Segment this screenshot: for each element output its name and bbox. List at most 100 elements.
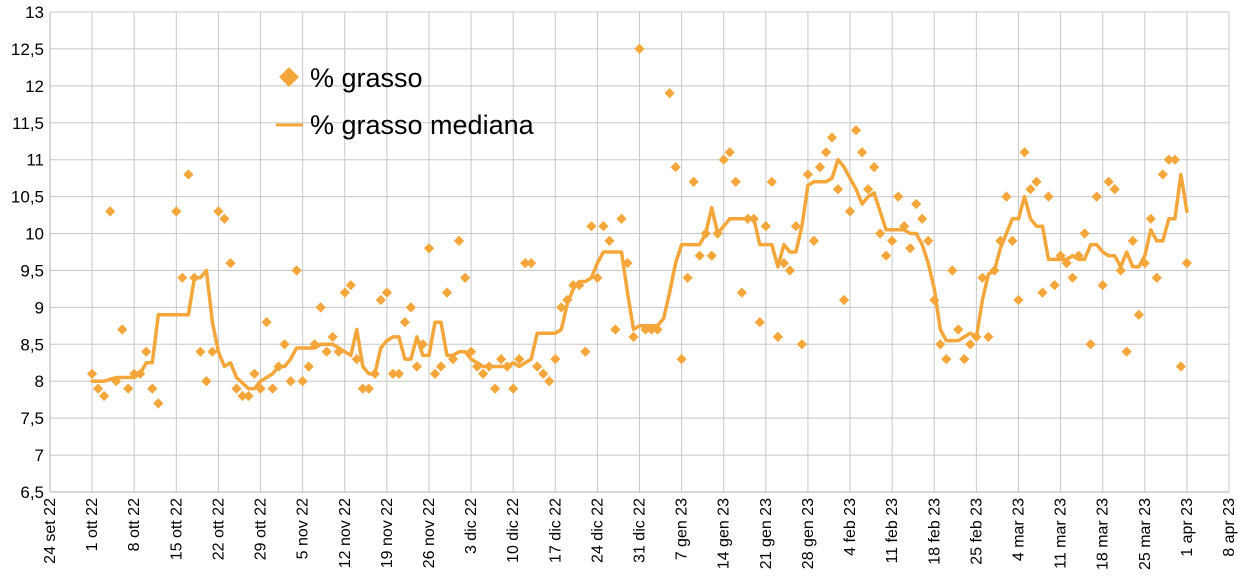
data-point bbox=[544, 376, 555, 387]
data-point bbox=[748, 213, 759, 224]
y-tick-label: 10,5 bbox=[11, 188, 44, 207]
data-point bbox=[1025, 184, 1036, 195]
data-point bbox=[730, 176, 741, 187]
data-point bbox=[1115, 265, 1126, 276]
data-point bbox=[941, 354, 952, 365]
data-point bbox=[117, 324, 128, 335]
data-point bbox=[478, 368, 489, 379]
data-point bbox=[435, 361, 447, 372]
data-point bbox=[219, 213, 230, 224]
x-tick-label: 22 ott 22 bbox=[210, 498, 227, 560]
y-tick-label: 8 bbox=[35, 372, 44, 391]
data-point bbox=[231, 383, 242, 394]
data-point bbox=[99, 390, 110, 402]
grid-lines bbox=[49, 11, 1230, 493]
x-tick-label: 25 feb 23 bbox=[968, 498, 985, 565]
data-point bbox=[1139, 258, 1150, 269]
data-point bbox=[1091, 191, 1102, 202]
data-point bbox=[688, 176, 699, 187]
data-point bbox=[441, 287, 453, 298]
data-point bbox=[682, 272, 693, 283]
data-point bbox=[947, 265, 958, 276]
x-tick-label: 1 ott 22 bbox=[84, 498, 101, 551]
legend-label-grasso: % grasso bbox=[310, 63, 423, 93]
data-point bbox=[670, 162, 681, 173]
data-point bbox=[423, 243, 435, 254]
x-tick-label: 14 gen 23 bbox=[716, 498, 733, 569]
data-point bbox=[532, 361, 543, 372]
x-tick-label: 4 mar 23 bbox=[1010, 498, 1027, 561]
data-point bbox=[965, 339, 976, 350]
data-point bbox=[411, 361, 422, 372]
x-tick-label: 5 nov 22 bbox=[295, 498, 312, 559]
data-point bbox=[393, 368, 404, 379]
data-point bbox=[405, 302, 416, 313]
data-point bbox=[303, 361, 314, 372]
data-point bbox=[628, 331, 639, 342]
data-point bbox=[718, 154, 729, 165]
data-point bbox=[1073, 250, 1084, 261]
data-point bbox=[844, 206, 856, 217]
data-point bbox=[147, 383, 158, 394]
data-point bbox=[766, 176, 777, 187]
data-point bbox=[453, 235, 465, 246]
data-point bbox=[321, 346, 332, 357]
x-tick-label: 8 apr 23 bbox=[1221, 498, 1238, 557]
x-tick-label: 1 apr 23 bbox=[1179, 498, 1196, 557]
y-tick-label: 9,5 bbox=[20, 261, 44, 280]
data-point bbox=[1067, 272, 1078, 283]
data-point bbox=[195, 346, 206, 357]
data-point bbox=[838, 294, 850, 306]
data-point bbox=[1037, 287, 1048, 298]
data-point bbox=[911, 198, 922, 210]
data-point bbox=[153, 398, 164, 409]
data-point bbox=[1169, 154, 1180, 165]
data-point bbox=[339, 287, 350, 298]
data-point bbox=[820, 147, 832, 158]
y-tick-label: 12,5 bbox=[11, 40, 44, 59]
data-point bbox=[93, 383, 104, 394]
data-point bbox=[249, 368, 260, 379]
x-tick-label: 12 nov 22 bbox=[337, 498, 354, 568]
data-point bbox=[881, 250, 892, 261]
x-tick-label: 10 dic 22 bbox=[505, 498, 522, 563]
data-point bbox=[1043, 191, 1054, 202]
mediana-line bbox=[90, 157, 1189, 391]
y-tick-label: 11,5 bbox=[12, 114, 44, 133]
data-point bbox=[472, 361, 483, 372]
data-point bbox=[917, 213, 928, 224]
data-point bbox=[315, 302, 326, 313]
y-tick-label: 10 bbox=[25, 225, 44, 244]
data-point bbox=[267, 383, 278, 394]
data-point bbox=[706, 250, 717, 261]
data-point bbox=[1127, 235, 1138, 246]
y-tick-label: 12 bbox=[25, 77, 44, 96]
data-point bbox=[1121, 346, 1132, 357]
data-point bbox=[526, 258, 537, 269]
data-point bbox=[1031, 176, 1042, 187]
y-tick-label: 13 bbox=[25, 3, 44, 22]
data-point bbox=[171, 206, 182, 217]
data-point bbox=[105, 206, 116, 217]
data-point bbox=[694, 250, 705, 261]
data-point bbox=[1007, 235, 1018, 246]
data-point bbox=[490, 383, 501, 394]
data-point bbox=[802, 169, 813, 180]
x-axis-ticks: 24 set 22 1 ott 22 8 ott 22 15 ott 22 22 ott… bbox=[42, 498, 1238, 570]
data-point bbox=[851, 125, 862, 136]
data-point bbox=[893, 191, 904, 202]
data-point bbox=[189, 272, 200, 283]
data-point bbox=[1049, 280, 1060, 291]
data-point bbox=[676, 354, 687, 365]
data-point bbox=[1001, 191, 1012, 202]
y-tick-label: 11 bbox=[26, 151, 44, 170]
data-point bbox=[953, 324, 964, 335]
data-point bbox=[369, 368, 380, 379]
data-point bbox=[363, 383, 374, 394]
data-point bbox=[598, 221, 609, 232]
data-point bbox=[869, 162, 880, 173]
data-point bbox=[610, 324, 621, 335]
data-point bbox=[935, 339, 946, 350]
data-point bbox=[736, 287, 747, 298]
